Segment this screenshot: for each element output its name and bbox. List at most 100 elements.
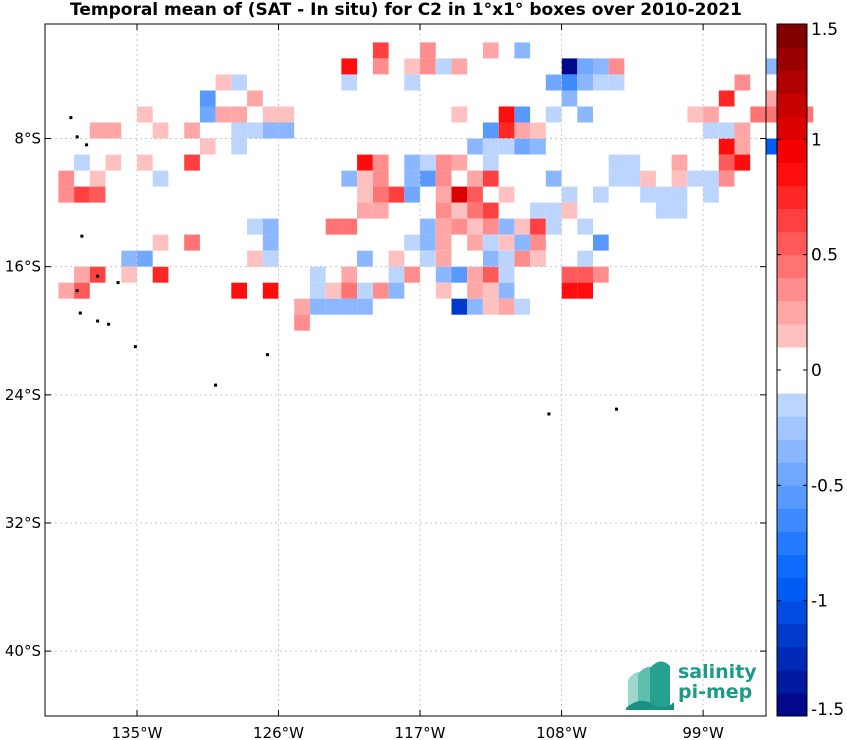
- heatmap-cell: [467, 186, 483, 203]
- heatmap-cell: [482, 42, 499, 59]
- heatmap-cell: [608, 58, 625, 75]
- island-mark: [75, 135, 79, 139]
- heatmap-cell: [451, 154, 468, 171]
- heatmap-cell: [467, 218, 483, 235]
- heatmap-cell: [435, 186, 452, 203]
- colorbar-tick-label: 0: [811, 361, 822, 381]
- heatmap-cell: [231, 74, 247, 91]
- heatmap-cell: [687, 106, 704, 123]
- heatmap-cell: [357, 282, 373, 299]
- heatmap-cell: [215, 106, 232, 123]
- heatmap-cell: [262, 122, 279, 139]
- colorbar-segment: [777, 277, 807, 302]
- heatmap-cell: [247, 122, 263, 139]
- heatmap-cell: [561, 58, 578, 75]
- x-tick-label: 108°W: [536, 724, 587, 740]
- island-mark: [96, 274, 100, 278]
- heatmap-cell: [74, 282, 90, 299]
- heatmap-cell: [703, 122, 719, 139]
- heatmap-cell: [137, 106, 153, 123]
- colorbar-segment: [777, 692, 807, 717]
- heatmap-cell: [703, 170, 719, 187]
- heatmap-cell: [467, 298, 483, 315]
- heatmap-cell: [718, 90, 735, 107]
- colorbar-segment: [777, 462, 807, 486]
- heatmap-cell: [341, 170, 358, 187]
- colorbar-segment: [777, 646, 807, 671]
- heatmap-cell: [451, 266, 468, 283]
- heatmap-cell: [498, 218, 515, 235]
- colorbar: -1.5 -1 -0.5 0 0.5 1 1.5: [776, 20, 844, 720]
- heatmap-cell: [482, 250, 499, 267]
- heatmap-cell: [357, 298, 373, 315]
- heatmap-cell: [435, 218, 452, 235]
- heatmap-cell: [482, 202, 499, 219]
- heatmap-cell: [624, 170, 641, 187]
- heatmap-cell: [404, 74, 420, 91]
- heatmap-cell: [152, 266, 169, 283]
- colorbar-segment: [777, 208, 807, 233]
- heatmap-cell: [435, 266, 452, 283]
- heatmap-cell: [184, 154, 200, 171]
- colorbar-tick-label: 1.5: [811, 20, 838, 40]
- heatmap-cell: [435, 250, 452, 267]
- heatmap-cell: [593, 266, 609, 283]
- heatmap-cell: [451, 106, 468, 123]
- heatmap-cell: [310, 266, 326, 283]
- heatmap-cell: [435, 170, 452, 187]
- colorbar-segment: [777, 70, 807, 94]
- heatmap-cell: [278, 106, 295, 123]
- heatmap-cell: [420, 170, 436, 187]
- heatmap-cell: [357, 186, 373, 203]
- heatmap-cell: [514, 234, 531, 251]
- colorbar-segment: [777, 485, 807, 509]
- heatmap-cell: [498, 234, 515, 251]
- heatmap-cell: [514, 250, 531, 267]
- heatmap-cell: [247, 90, 263, 107]
- heatmap-cell: [74, 154, 90, 171]
- heatmap-cell: [451, 58, 468, 75]
- heatmap-cell: [310, 282, 326, 299]
- colorbar-segment: [777, 47, 807, 71]
- heatmap-cell: [703, 186, 719, 203]
- heatmap-cell: [514, 106, 531, 123]
- heatmap-cell: [278, 122, 295, 139]
- colorbar-segment: [777, 139, 807, 163]
- colorbar-segment: [777, 346, 807, 371]
- heatmap-cell: [718, 154, 735, 171]
- heatmap-cell: [467, 202, 483, 219]
- heatmap-cell: [247, 218, 263, 235]
- heatmap-cell: [215, 74, 232, 91]
- island-mark: [78, 311, 82, 315]
- colorbar-tick-label: 1: [811, 130, 822, 150]
- heatmap-cell: [121, 250, 137, 267]
- heatmap-cell: [451, 186, 468, 203]
- heatmap-cell: [451, 298, 468, 315]
- heatmap-cell: [451, 202, 468, 219]
- colorbar-segment: [777, 439, 807, 463]
- heatmap-cell: [467, 234, 483, 251]
- colorbar-tick-label: 0.5: [811, 246, 838, 266]
- heatmap-cell: [498, 282, 515, 299]
- heatmap-cell: [671, 154, 688, 171]
- heatmap-cell: [514, 218, 531, 235]
- heatmap-cell: [577, 218, 593, 235]
- heatmap-cell: [545, 202, 562, 219]
- heatmap-cell: [624, 154, 641, 171]
- heatmap-cell: [341, 266, 358, 283]
- logo-text-salinity: salinity: [678, 661, 757, 683]
- heatmap-cell: [530, 138, 546, 155]
- heatmap-cell: [388, 250, 405, 267]
- heatmap-cell: [482, 138, 499, 155]
- heatmap-cell: [514, 42, 531, 59]
- heatmap-cell: [671, 170, 688, 187]
- island-mark: [547, 412, 551, 416]
- colorbar-tick-label: -1: [811, 592, 828, 612]
- plot-frame: [44, 23, 767, 717]
- heatmap-cell: [152, 170, 169, 187]
- heatmap-cell: [593, 234, 609, 251]
- heatmap-cell: [577, 58, 593, 75]
- heatmap-cell: [577, 266, 593, 283]
- colorbar-segment: [777, 508, 807, 532]
